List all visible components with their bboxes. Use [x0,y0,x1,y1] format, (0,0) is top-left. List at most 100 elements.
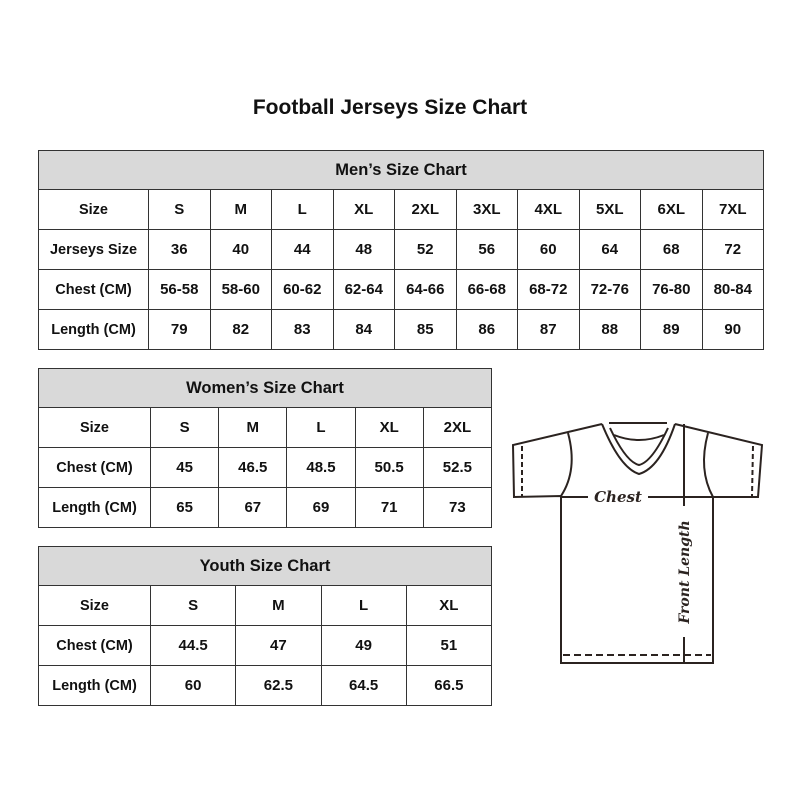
table-row: Length (CM) 65 67 69 71 73 [38,487,493,528]
collar-outer [601,423,676,476]
table-cell: 51 [405,625,493,666]
table-cell: 66.5 [405,665,493,706]
table-cell: 7XL [701,189,764,230]
womens-size-table: Women’s Size Chart Size S M L XL 2XL Chest (CM)… [38,368,493,528]
table-cell: 58-60 [209,269,272,310]
chest-label: Chest [594,488,642,506]
table-cell: 90 [701,309,764,350]
table-cell: 36 [148,229,211,270]
table-cell: 48.5 [286,447,356,488]
table-cell: 72-76 [578,269,641,310]
table-cell: 68 [640,229,703,270]
table-cell: 50.5 [354,447,424,488]
row-label: Size [38,585,151,626]
front-length-label: Front Length [677,520,693,624]
table-caption: Women’s Size Chart [38,368,492,408]
table-cell: 56 [455,229,518,270]
table-cell: 72 [701,229,764,270]
table-cell: 66-68 [455,269,518,310]
table-cell: 52.5 [422,447,493,488]
row-label: Size [38,189,149,230]
table-cell: 88 [578,309,641,350]
youth-size-table: Youth Size Chart Size S M L XL Chest (CM) 44.5 4… [38,546,493,706]
table-cell: 2XL [394,189,457,230]
table-cell: 80-84 [701,269,764,310]
mens-size-table: Men’s Size Chart Size S M L XL 2XL 3XL 4XL 5XL 6XL… [38,150,764,350]
table-cell: XL [332,189,395,230]
table-cell: 3XL [455,189,518,230]
collar-band [613,434,665,441]
table-cell: 67 [218,487,288,528]
jersey-measurement-diagram: Chest Front Length [511,422,764,664]
table-row: Size S M L XL 2XL 3XL 4XL 5XL 6XL 7XL [38,189,764,230]
table-cell: 87 [517,309,580,350]
row-label: Size [38,407,151,448]
table-cell: 46.5 [218,447,288,488]
table-cell: 68-72 [517,269,580,310]
row-label: Chest (CM) [38,269,149,310]
table-cell: 73 [422,487,493,528]
table-caption: Youth Size Chart [38,546,492,586]
table-cell: 60 [149,665,237,706]
table-cell: 6XL [640,189,703,230]
row-label: Chest (CM) [38,447,151,488]
table-cell: 4XL [517,189,580,230]
table-cell: 44 [271,229,334,270]
table-cell: 76-80 [640,269,703,310]
table-cell: 45 [149,447,220,488]
table-cell: 60-62 [271,269,334,310]
table-cell: 83 [271,309,334,350]
table-cell: M [209,189,272,230]
table-cell: 82 [209,309,272,350]
row-label: Jerseys Size [38,229,149,270]
table-cell: S [148,189,211,230]
table-cell: 86 [455,309,518,350]
table-cell: XL [354,407,424,448]
table-row: Size S M L XL 2XL [38,407,493,448]
table-row: Chest (CM) 56-58 58-60 60-62 62-64 64-66 66-68… [38,269,764,310]
table-cell: 56-58 [148,269,211,310]
table-cell: 64.5 [320,665,407,706]
right-sleeve-seam [703,432,714,498]
table-cell: 60 [517,229,580,270]
table-cell: 89 [640,309,703,350]
row-label: Length (CM) [38,665,151,706]
table-cell: 44.5 [149,625,237,666]
table-row: Chest (CM) 45 46.5 48.5 50.5 52.5 [38,447,493,488]
table-cell: 85 [394,309,457,350]
table-caption: Men’s Size Chart [38,150,764,190]
table-row: Size S M L XL [38,585,493,626]
table-cell: 52 [394,229,457,270]
table-cell: 2XL [422,407,493,448]
table-cell: 84 [332,309,395,350]
table-cell: 71 [354,487,424,528]
table-cell: M [235,585,322,626]
table-cell: 62.5 [235,665,322,706]
table-cell: 64 [578,229,641,270]
table-cell: 40 [209,229,272,270]
left-sleeve-seam [560,432,573,497]
table-row: Jerseys Size 36 40 44 48 52 56 60 64 68 72 [38,229,764,270]
table-cell: 62-64 [332,269,395,310]
table-cell: 79 [148,309,211,350]
table-cell: S [149,585,237,626]
row-label: Length (CM) [38,487,151,528]
table-cell: 5XL [578,189,641,230]
table-row: Length (CM) 79 82 83 84 85 86 87 88 89 90 [38,309,764,350]
table-cell: 48 [332,229,395,270]
table-cell: 49 [320,625,407,666]
table-cell: L [320,585,407,626]
table-cell: 69 [286,487,356,528]
table-row: Chest (CM) 44.5 47 49 51 [38,625,493,666]
table-cell: L [286,407,356,448]
table-cell: S [149,407,220,448]
jersey-outline [511,423,764,664]
table-cell: 64-66 [394,269,457,310]
row-label: Length (CM) [38,309,149,350]
collar-inner [609,427,669,467]
table-row: Length (CM) 60 62.5 64.5 66.5 [38,665,493,706]
table-cell: 65 [149,487,220,528]
table-cell: L [271,189,334,230]
table-cell: M [218,407,288,448]
row-label: Chest (CM) [38,625,151,666]
